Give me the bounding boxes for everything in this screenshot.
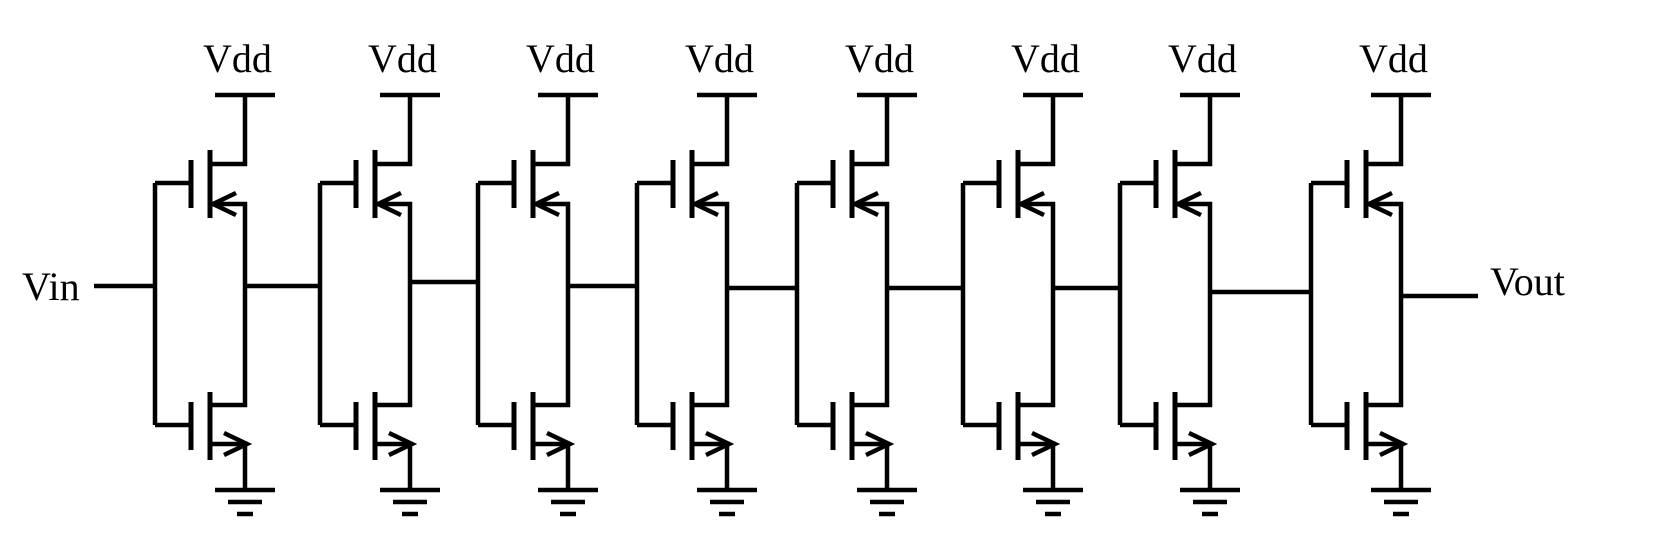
stage-6: Vdd — [960, 36, 1120, 517]
pmos-drain-to-vdd — [1366, 95, 1404, 167]
pmos-drain-to-vdd — [210, 95, 248, 167]
vdd-label: Vdd — [368, 36, 437, 81]
pmos-source-to-output — [692, 201, 730, 365]
stage-5: Vdd — [794, 36, 963, 517]
nmos-drain-to-output — [852, 365, 890, 408]
pmos-source-to-output — [210, 201, 248, 365]
nmos-drain-to-output — [1175, 365, 1213, 408]
nmos-arrow — [1379, 430, 1409, 458]
vdd-label: Vdd — [845, 36, 914, 81]
vdd-label: Vdd — [526, 36, 595, 81]
stage-8: Vdd — [1308, 36, 1431, 517]
stage-7: Vdd — [1117, 36, 1311, 517]
vdd-label: Vdd — [1168, 36, 1237, 81]
pmos-drain-to-vdd — [533, 95, 571, 167]
pmos-drain-to-vdd — [692, 95, 730, 167]
stage-1: Vdd — [152, 36, 320, 517]
nmos-drain-to-output — [1366, 365, 1404, 408]
stage-3: Vdd — [475, 36, 637, 517]
nmos-drain-to-output — [375, 365, 413, 408]
nmos-drain-to-output — [1018, 365, 1056, 408]
pmos-source-to-output — [852, 201, 890, 365]
nmos-arrow — [388, 430, 418, 458]
nmos-arrow — [223, 430, 253, 458]
nmos-arrow — [546, 430, 576, 458]
nmos-arrow — [705, 430, 735, 458]
pmos-drain-to-vdd — [1018, 95, 1056, 167]
pmos-arrow — [207, 190, 237, 218]
vdd-label: Vdd — [1359, 36, 1428, 81]
pmos-arrow — [1015, 190, 1045, 218]
stage-2: Vdd — [317, 36, 478, 517]
nmos-arrow — [1188, 430, 1218, 458]
vdd-label: Vdd — [685, 36, 754, 81]
vin-label: Vin — [22, 264, 80, 309]
pmos-arrow — [1172, 190, 1202, 218]
pmos-drain-to-vdd — [852, 95, 890, 167]
pmos-arrow — [1363, 190, 1393, 218]
pmos-source-to-output — [1175, 201, 1213, 365]
nmos-arrow — [1031, 430, 1061, 458]
pmos-source-to-output — [1018, 201, 1056, 365]
stage-4: Vdd — [634, 36, 797, 517]
pmos-drain-to-vdd — [1175, 95, 1213, 167]
pmos-source-to-output — [1366, 201, 1404, 365]
pmos-arrow — [849, 190, 879, 218]
pmos-source-to-output — [375, 201, 413, 365]
nmos-drain-to-output — [533, 365, 571, 408]
vout-label: Vout — [1490, 259, 1565, 304]
nmos-arrow — [865, 430, 895, 458]
pmos-drain-to-vdd — [375, 95, 413, 167]
vdd-label: Vdd — [1011, 36, 1080, 81]
pmos-source-to-output — [533, 201, 571, 365]
pmos-arrow — [372, 190, 402, 218]
inverter-stages: Vdd Vdd Vdd Vdd Vdd Vdd Vdd Vdd — [152, 36, 1431, 517]
pmos-arrow — [530, 190, 560, 218]
nmos-drain-to-output — [210, 365, 248, 408]
pmos-arrow — [689, 190, 719, 218]
vdd-label: Vdd — [203, 36, 272, 81]
nmos-drain-to-output — [692, 365, 730, 408]
